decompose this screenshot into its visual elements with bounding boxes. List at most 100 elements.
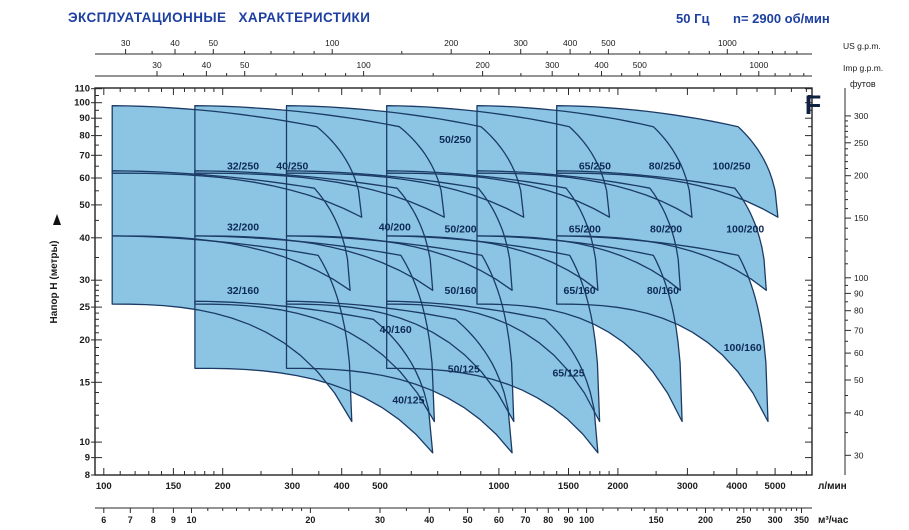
lmin-tick-400: 400	[334, 481, 350, 492]
svg-text:300: 300	[514, 38, 528, 48]
head-tick-100: 100	[74, 98, 90, 109]
region-outline-65/250	[386, 105, 611, 218]
region-label-100/250: 100/250	[713, 161, 751, 173]
svg-text:100: 100	[325, 38, 339, 48]
speed-label: n= 2900 об/мин	[733, 11, 830, 26]
region-label-65/200: 65/200	[569, 223, 601, 235]
region-label-40/250: 40/250	[276, 161, 308, 173]
svg-text:80: 80	[543, 515, 553, 525]
region-outline-80/250	[476, 105, 693, 218]
region-label-32/250: 32/250	[227, 161, 259, 173]
svg-text:8: 8	[151, 515, 156, 525]
lmin-tick-3000: 3000	[677, 481, 698, 492]
svg-text:1000: 1000	[718, 38, 737, 48]
region-outline-100/200	[556, 170, 767, 291]
head-tick-60: 60	[79, 173, 90, 184]
pump-envelope-outlines	[111, 105, 779, 454]
axis-feet: 30 40 50 60 70 80 90 100 150 200 250 300 футов	[844, 79, 876, 475]
region-outline-40/125	[194, 300, 434, 454]
region-label-65/250: 65/250	[579, 161, 611, 173]
imp-gpm-axis-title: Imp g.p.m.	[843, 63, 883, 73]
svg-text:9: 9	[171, 515, 176, 525]
head-tick-50: 50	[79, 200, 90, 211]
lmin-tick-500: 500	[372, 481, 388, 492]
head-tick-20: 20	[79, 335, 90, 346]
series-letter-wrap: F	[805, 90, 822, 120]
region-outline-80/160	[476, 235, 683, 423]
axis-us-gpm: 30 40 50 100 200 300 400 500 1000 US g.p.m.	[95, 38, 881, 55]
svg-text:150: 150	[649, 515, 664, 525]
region-label-50/125: 50/125	[448, 364, 480, 376]
axis-m3h: 6 7 8 9 10 20 30 40 50 60 70 80 90 100 150 200 250 300 350…	[95, 507, 849, 526]
head-tick-25: 25	[79, 302, 90, 313]
svg-text:200: 200	[444, 38, 458, 48]
head-tick-40: 40	[79, 233, 90, 244]
region-label-32/200: 32/200	[227, 222, 259, 234]
head-axis-title: Напор H (метры)	[49, 241, 60, 324]
svg-text:90: 90	[563, 515, 573, 525]
head-tick-9: 9	[85, 453, 90, 464]
region-label-100/200: 100/200	[726, 223, 764, 235]
svg-text:100: 100	[357, 60, 371, 70]
region-label-65/125: 65/125	[552, 367, 584, 379]
region-fill-100/200	[556, 170, 767, 291]
svg-text:200: 200	[698, 515, 713, 525]
region-label-50/200: 50/200	[445, 223, 477, 235]
lmin-tick-200: 200	[215, 481, 231, 492]
svg-text:7: 7	[128, 515, 133, 525]
svg-text:40: 40	[170, 38, 180, 48]
svg-text:40: 40	[202, 60, 212, 70]
lmin-tick-100: 100	[96, 481, 112, 492]
region-outline-50/250	[285, 105, 525, 218]
lmin-tick-4000: 4000	[726, 481, 747, 492]
svg-text:50: 50	[240, 60, 250, 70]
feet-tick-90: 90	[854, 288, 864, 298]
head-tick-15: 15	[79, 377, 90, 388]
svg-text:200: 200	[476, 60, 490, 70]
feet-tick-80: 80	[854, 306, 864, 316]
svg-text:300: 300	[545, 60, 559, 70]
region-outline-100/160	[556, 235, 769, 423]
svg-text:500: 500	[633, 60, 647, 70]
frequency-label: 50 Гц	[676, 11, 710, 26]
svg-text:1000: 1000	[749, 60, 768, 70]
pump-envelope-fills	[112, 105, 778, 453]
svg-text:40: 40	[424, 515, 434, 525]
region-outline-50/200	[285, 170, 513, 291]
region-labels: 32/250 40/250 50/250 65/250 80/250 100/250 32/…	[227, 134, 764, 407]
region-label-32/160: 32/160	[227, 285, 259, 297]
lmin-tick-2000: 2000	[607, 481, 628, 492]
feet-axis-title: футов	[850, 79, 876, 89]
axis-lmin: 100 150 200 300 400 500 1000 1500 2000 3000 4000 50…	[96, 88, 847, 492]
plot-frame	[94, 87, 813, 476]
lmin-tick-150: 150	[165, 481, 181, 492]
feet-tick-70: 70	[854, 325, 864, 335]
svg-text:400: 400	[563, 38, 577, 48]
region-label-80/250: 80/250	[649, 161, 681, 173]
svg-text:30: 30	[375, 515, 385, 525]
feet-tick-250: 250	[854, 138, 868, 148]
region-outline-40/250	[194, 105, 445, 218]
region-label-80/200: 80/200	[650, 223, 682, 235]
lmin-tick-300: 300	[284, 481, 300, 492]
lmin-axis-title: л/мин	[818, 481, 847, 492]
lmin-tick-5000: 5000	[765, 481, 786, 492]
head-tick-70: 70	[79, 150, 90, 161]
lmin-tick-1500: 1500	[558, 481, 579, 492]
svg-text:20: 20	[305, 515, 315, 525]
feet-tick-50: 50	[854, 375, 864, 385]
region-label-80/160: 80/160	[647, 285, 679, 297]
region-outline-100/250	[556, 105, 779, 218]
feet-tick-100: 100	[854, 273, 868, 283]
head-axis-arrow-icon	[53, 214, 61, 225]
svg-text:60: 60	[494, 515, 504, 525]
region-label-40/160: 40/160	[380, 324, 412, 336]
head-tick-110: 110	[75, 84, 90, 95]
series-letter: F	[805, 90, 822, 120]
svg-text:400: 400	[594, 60, 608, 70]
region-label-40/125: 40/125	[392, 395, 424, 407]
feet-tick-300: 300	[854, 111, 868, 121]
feet-tick-150: 150	[854, 213, 868, 223]
